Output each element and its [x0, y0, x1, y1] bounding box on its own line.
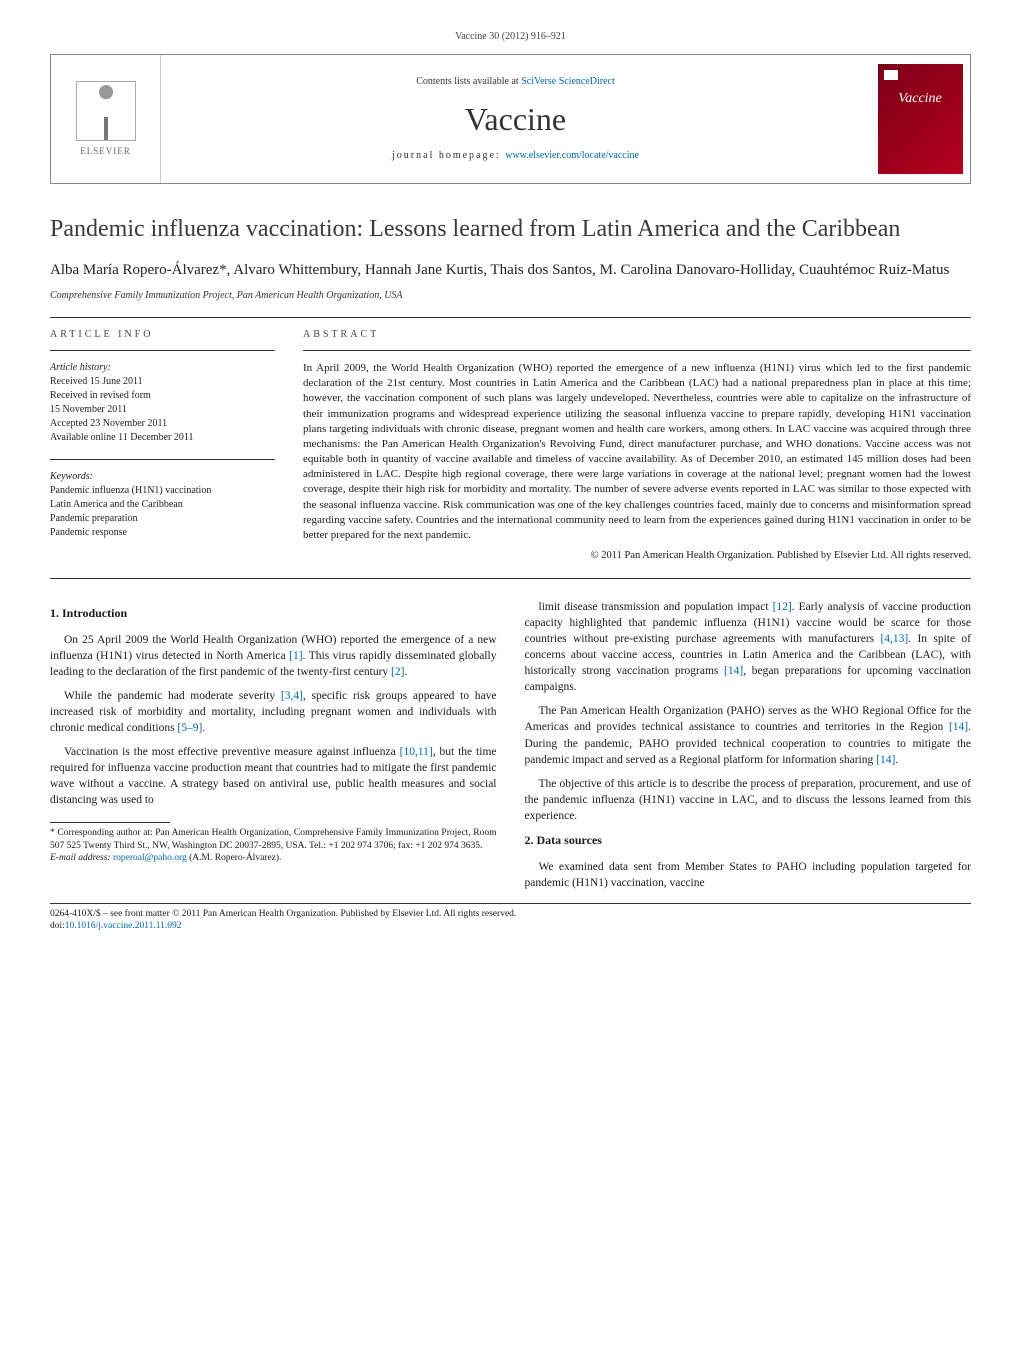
contents-available-line: Contents lists available at SciVerse Sci… [416, 75, 615, 89]
citation-ref[interactable]: [4,13] [880, 633, 908, 645]
section-heading: 1. Introduction [50, 605, 497, 622]
article-history: Article history: Received 15 June 2011 R… [50, 361, 275, 445]
journal-cover-title: Vaccine [898, 89, 942, 109]
paragraph: The objective of this article is to desc… [525, 776, 972, 824]
author-list: Alba María Ropero-Álvarez*, Alvaro Whitt… [50, 260, 971, 281]
masthead-center: Contents lists available at SciVerse Sci… [161, 55, 870, 183]
history-line: Available online 11 December 2011 [50, 431, 275, 445]
journal-homepage-line: journal homepage: www.elsevier.com/locat… [392, 149, 639, 163]
info-abstract-row: ARTICLE INFO Article history: Received 1… [50, 328, 971, 564]
article-info-column: ARTICLE INFO Article history: Received 1… [50, 328, 275, 564]
abstract-label: ABSTRACT [303, 328, 971, 342]
citation-ref[interactable]: [1] [289, 650, 302, 662]
running-header: Vaccine 30 (2012) 916–921 [50, 30, 971, 44]
history-line: Accepted 23 November 2011 [50, 417, 275, 431]
citation-ref[interactable]: [14] [876, 754, 895, 766]
doi-prefix: doi: [50, 921, 65, 931]
citation-ref[interactable]: [14] [949, 721, 968, 733]
email-suffix: (A.M. Ropero-Álvarez). [187, 853, 282, 863]
affiliation: Comprehensive Family Immunization Projec… [50, 289, 971, 303]
paragraph: Vaccination is the most effective preven… [50, 744, 497, 808]
keyword: Pandemic response [50, 526, 275, 540]
citation-ref[interactable]: [12] [773, 601, 792, 613]
sciencedirect-link[interactable]: SciVerse ScienceDirect [521, 76, 615, 87]
abstract-copyright: © 2011 Pan American Health Organization.… [303, 549, 971, 564]
article-info-label: ARTICLE INFO [50, 328, 275, 342]
journal-cover: Vaccine [878, 64, 963, 174]
keyword: Pandemic preparation [50, 512, 275, 526]
history-line: 15 November 2011 [50, 403, 275, 417]
keywords-block: Keywords: Pandemic influenza (H1N1) vacc… [50, 470, 275, 540]
page-footer: 0264-410X/$ – see front matter © 2011 Pa… [50, 908, 971, 933]
doi-link[interactable]: 10.1016/j.vaccine.2011.11.092 [65, 921, 182, 931]
abstract-column: ABSTRACT In April 2009, the World Health… [303, 328, 971, 564]
abstract-text: In April 2009, the World Health Organiza… [303, 361, 971, 543]
citation-ref[interactable]: [10,11] [400, 746, 433, 758]
divider [50, 459, 275, 460]
masthead: ELSEVIER Contents lists available at Sci… [50, 54, 971, 184]
paragraph: On 25 April 2009 the World Health Organi… [50, 632, 497, 680]
journal-cover-box: Vaccine [870, 55, 970, 183]
history-label: Article history: [50, 361, 275, 375]
keyword: Latin America and the Caribbean [50, 498, 275, 512]
homepage-prefix: journal homepage: [392, 150, 505, 161]
journal-name: Vaccine [465, 97, 566, 142]
divider [50, 578, 971, 579]
citation-ref[interactable]: [5–9] [177, 722, 202, 734]
footer-rule [50, 903, 971, 904]
contents-prefix: Contents lists available at [416, 76, 521, 87]
journal-homepage-link[interactable]: www.elsevier.com/locate/vaccine [505, 150, 639, 161]
footnote-rule [50, 822, 170, 823]
publisher-logo-box: ELSEVIER [51, 55, 161, 183]
article-title: Pandemic influenza vaccination: Lessons … [50, 214, 971, 244]
history-line: Received 15 June 2011 [50, 375, 275, 389]
citation-ref[interactable]: [3,4] [281, 690, 303, 702]
paragraph: The Pan American Health Organization (PA… [525, 703, 972, 767]
keywords-label: Keywords: [50, 470, 275, 484]
elsevier-tree-icon [76, 81, 136, 141]
divider [50, 350, 275, 351]
citation-ref[interactable]: [2] [391, 666, 404, 678]
section-heading: 2. Data sources [525, 832, 972, 849]
publisher-name: ELSEVIER [80, 145, 131, 158]
divider [303, 350, 971, 351]
paragraph: We examined data sent from Member States… [525, 859, 972, 891]
history-line: Received in revised form [50, 389, 275, 403]
email-label: E-mail address: [50, 853, 113, 863]
paragraph: While the pandemic had moderate severity… [50, 688, 497, 736]
corresponding-author-footnote: * Corresponding author at: Pan American … [50, 827, 497, 864]
corresponding-email-link[interactable]: roperoal@paho.org [113, 853, 187, 863]
footnote-text: * Corresponding author at: Pan American … [50, 827, 497, 852]
front-matter-line: 0264-410X/$ – see front matter © 2011 Pa… [50, 908, 971, 920]
citation-ref[interactable]: [14] [724, 665, 743, 677]
article-body: 1. Introduction On 25 April 2009 the Wor… [50, 599, 971, 891]
paragraph: limit disease transmission and populatio… [525, 599, 972, 696]
divider [50, 317, 971, 318]
elsevier-logo: ELSEVIER [76, 81, 136, 158]
keyword: Pandemic influenza (H1N1) vaccination [50, 484, 275, 498]
